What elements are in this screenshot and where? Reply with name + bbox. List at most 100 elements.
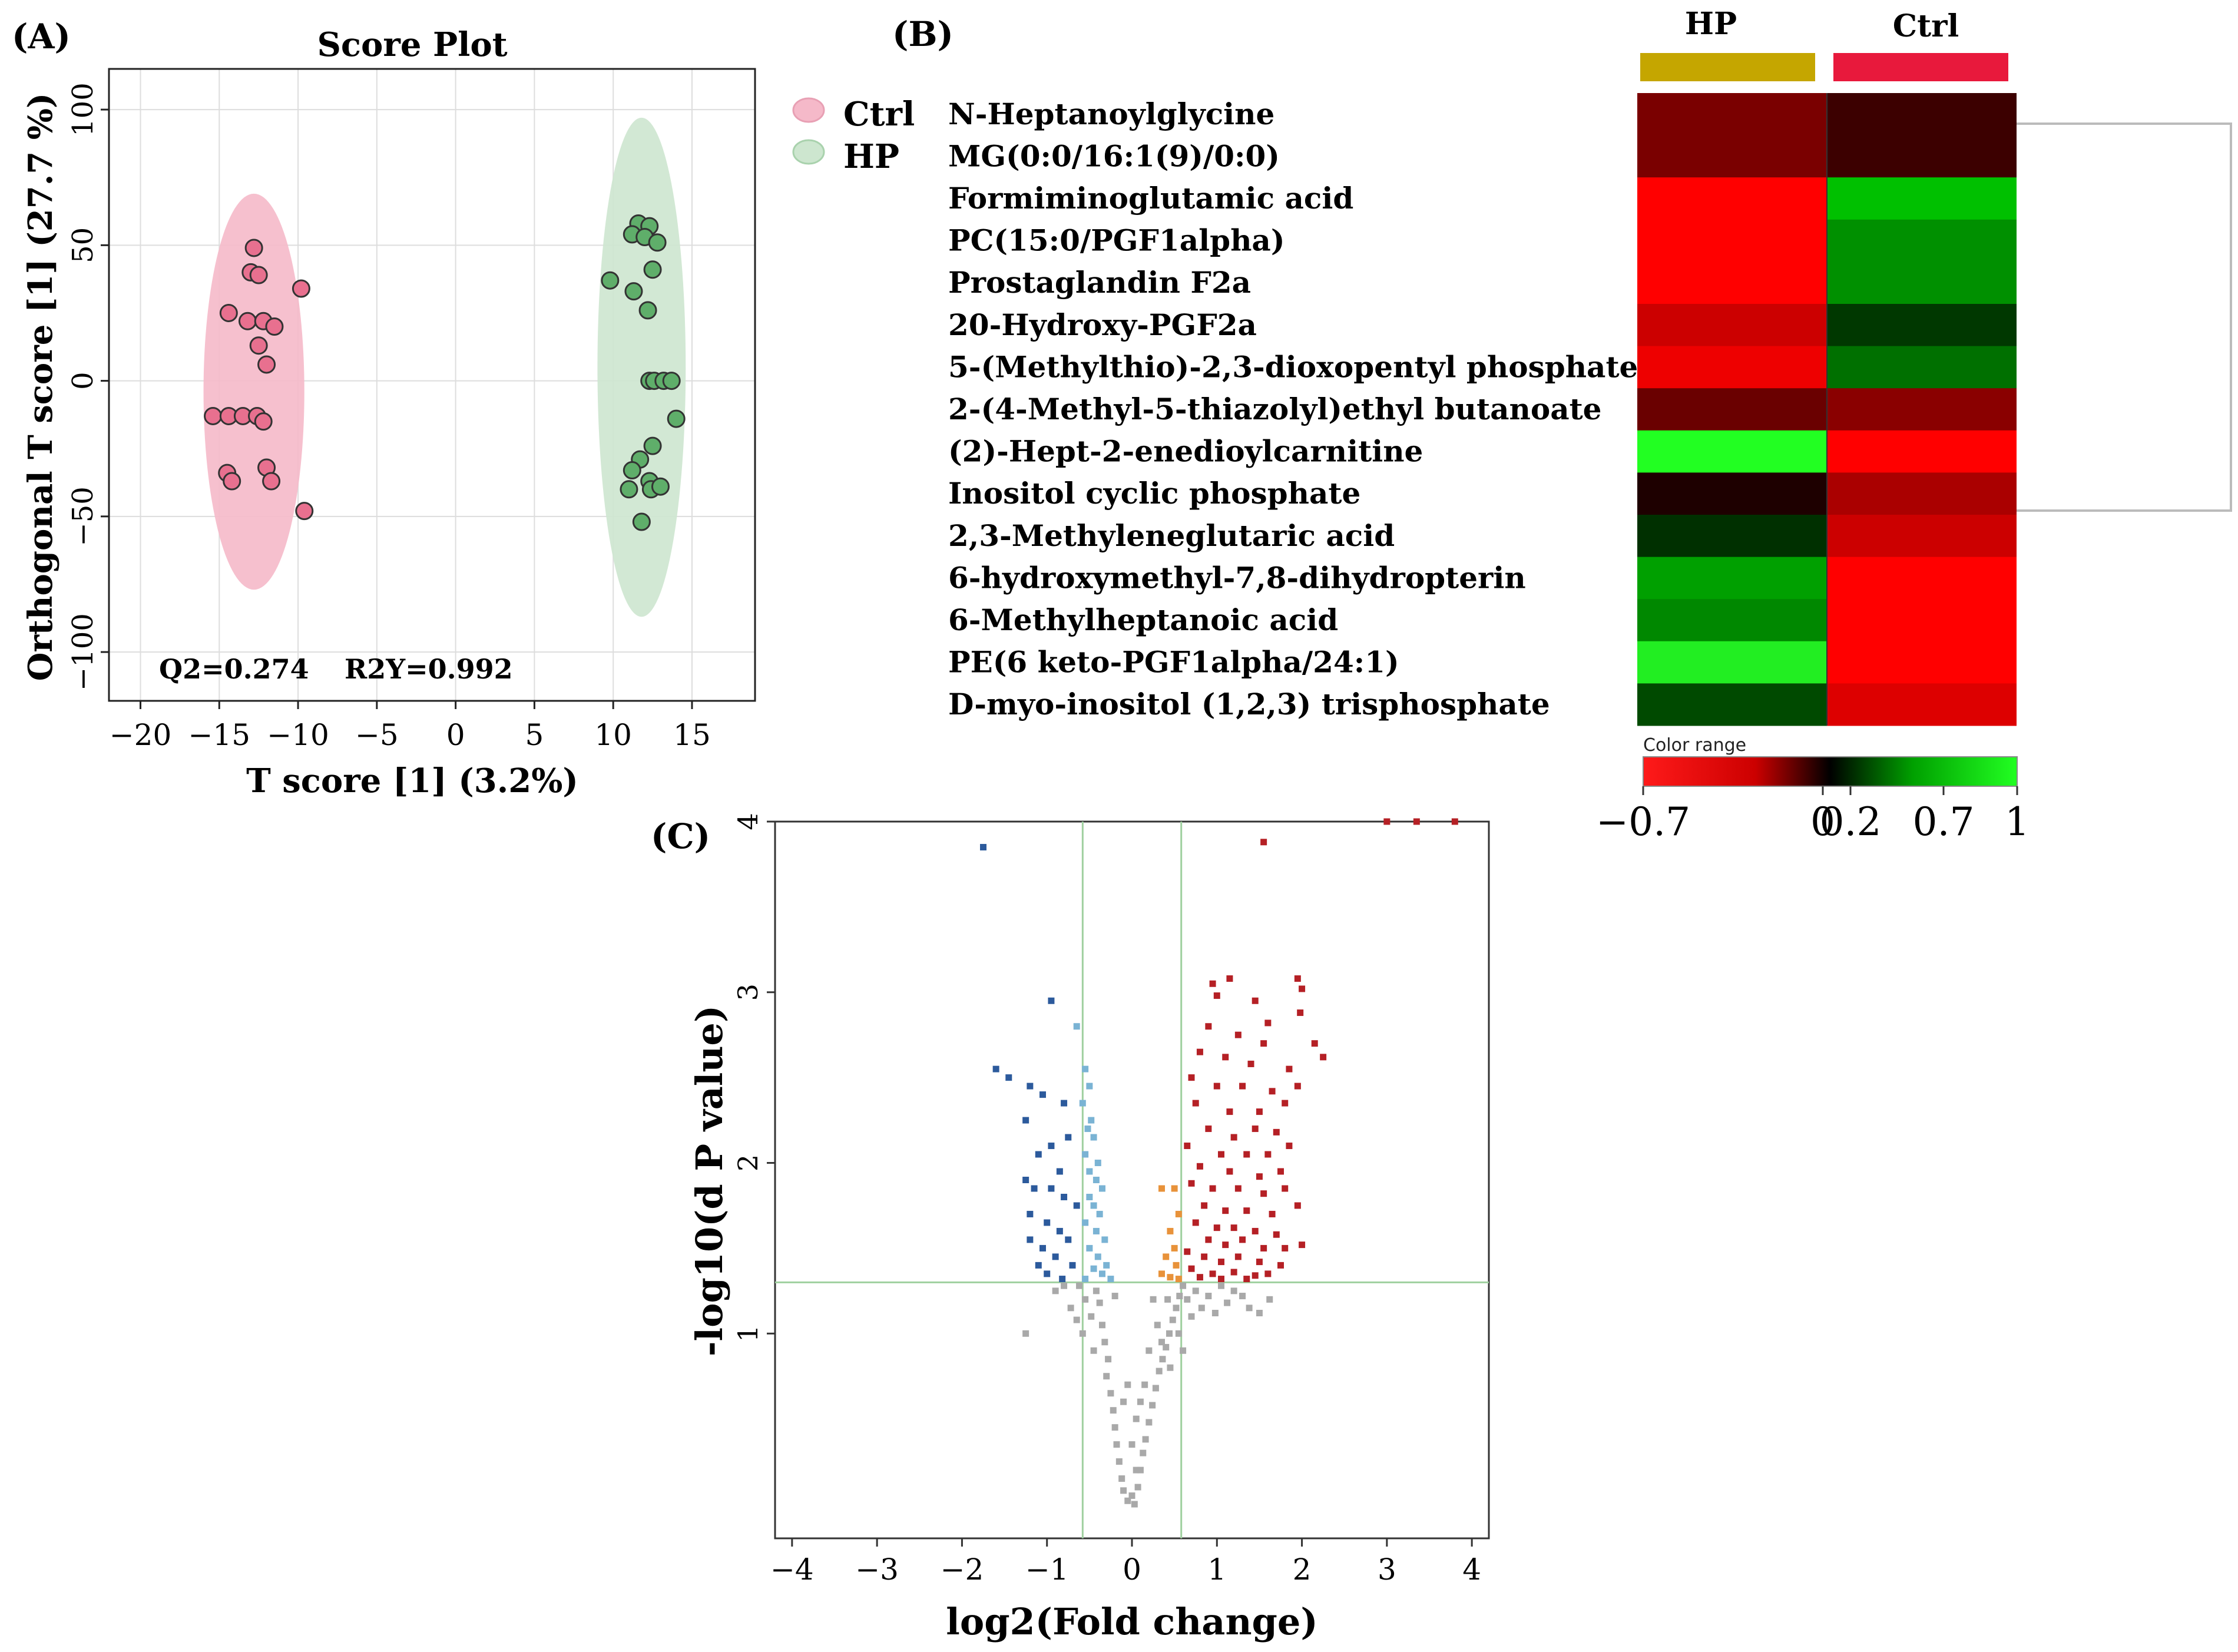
volcano-point-down-minor bbox=[1082, 1276, 1089, 1283]
volcano-point-ns bbox=[1110, 1407, 1117, 1414]
score-point-ctrl bbox=[265, 317, 284, 336]
heatmap-row-label: PE(6 keto-PGF1alpha/24:1) bbox=[948, 645, 1399, 680]
volcano-point-up bbox=[1286, 1143, 1293, 1150]
volcano-point-up bbox=[1192, 1100, 1199, 1107]
volcano-point-up bbox=[1273, 1128, 1280, 1135]
heatmap-cell-hp bbox=[1637, 557, 1827, 600]
volcano-point-up bbox=[1413, 818, 1420, 825]
volcano-point-ns bbox=[1152, 1385, 1159, 1392]
volcano-point-ns bbox=[1150, 1296, 1157, 1303]
volcano-point-ns bbox=[1141, 1381, 1148, 1388]
volcano-point-ns bbox=[1101, 1339, 1108, 1346]
volcano-point-up bbox=[1243, 1276, 1250, 1283]
volcano-point-ns bbox=[1111, 1293, 1118, 1300]
volcano-point-up bbox=[1252, 1272, 1259, 1279]
score-plot-xtick-label: 5 bbox=[525, 718, 544, 752]
volcano-point-down bbox=[1039, 1091, 1046, 1098]
volcano-point-ns bbox=[1082, 1296, 1089, 1303]
volcano-point-up-minor bbox=[1158, 1270, 1165, 1277]
heatmap-cell-ctrl bbox=[1827, 388, 2017, 431]
volcano-point-up bbox=[1196, 1048, 1203, 1055]
volcano-point-up bbox=[1311, 1040, 1318, 1047]
volcano-point-up bbox=[1256, 1259, 1263, 1266]
volcano-point-ns bbox=[1088, 1313, 1095, 1320]
legend-swatch-ctrl bbox=[792, 97, 825, 123]
volcano-point-ns bbox=[1176, 1293, 1183, 1300]
score-plot: Score Plot −20 −15 −10 −5 0 5 10 15−100−5005010… bbox=[21, 25, 915, 800]
volcano-point-up bbox=[1218, 1259, 1224, 1266]
volcano-point-up-minor bbox=[1175, 1276, 1182, 1283]
volcano-point-ns bbox=[1134, 1484, 1141, 1491]
volcano-point-ns bbox=[1090, 1347, 1097, 1354]
heatmap-row-label: N-Heptanoylglycine bbox=[948, 97, 1274, 131]
volcano-point-up bbox=[1205, 1125, 1212, 1133]
volcano-point-up bbox=[1260, 1244, 1267, 1252]
volcano-point-up bbox=[1188, 1074, 1195, 1081]
volcano-point-up bbox=[1294, 1202, 1301, 1209]
volcano-point-ns bbox=[1118, 1475, 1125, 1482]
volcano-point-up bbox=[1184, 1248, 1191, 1255]
volcano-point-ns bbox=[1175, 1330, 1182, 1337]
volcano-point-ns bbox=[1246, 1305, 1253, 1312]
volcano-point-ns bbox=[1133, 1415, 1140, 1422]
heatmap-cell-ctrl bbox=[1827, 219, 2017, 262]
score-point-hp bbox=[624, 282, 643, 301]
legend-label-hp: HP bbox=[843, 137, 899, 176]
heatmap-row-label: 5-(Methylthio)-2,3-dioxopentyl phosphate bbox=[948, 349, 1638, 384]
volcano-xtick-label: −3 bbox=[855, 1552, 899, 1587]
heatmap-cell-hp bbox=[1637, 683, 1827, 726]
volcano-point-ns bbox=[1169, 1316, 1176, 1323]
heatmap-cell-hp bbox=[1637, 388, 1827, 431]
score-plot-xtick-label: −5 bbox=[355, 718, 399, 752]
volcano-point-ns bbox=[1137, 1398, 1144, 1405]
heatmap-cell-ctrl bbox=[1827, 93, 2017, 136]
volcano-point-ns bbox=[1173, 1305, 1180, 1312]
heatmap-cell-ctrl bbox=[1827, 472, 2017, 515]
heatmap-group-bar-hp bbox=[1640, 53, 1815, 81]
volcano-point-up bbox=[1205, 1236, 1212, 1243]
volcano-point-up bbox=[1188, 1180, 1195, 1187]
volcano-point-up-minor bbox=[1175, 1210, 1182, 1217]
volcano-point-down-minor bbox=[1103, 1262, 1110, 1269]
score-plot-xtick-label: −15 bbox=[188, 718, 251, 752]
volcano-point-ns bbox=[1067, 1305, 1074, 1312]
volcano-point-ns bbox=[1073, 1316, 1080, 1323]
volcano-point-up bbox=[1282, 1100, 1289, 1107]
volcano-point-down bbox=[1048, 1185, 1055, 1192]
volcano-point-up bbox=[1282, 1244, 1289, 1252]
heatmap-dendrogram bbox=[2017, 123, 2232, 512]
volcano-point-ns bbox=[1096, 1299, 1103, 1306]
volcano-point-up-minor bbox=[1167, 1274, 1174, 1281]
volcano-point-up bbox=[1222, 1054, 1229, 1061]
volcano-point-ns bbox=[1198, 1305, 1205, 1312]
volcano-point-ns bbox=[1115, 1458, 1123, 1465]
volcano-points bbox=[980, 818, 1458, 1508]
score-plot-ellipse-hp bbox=[597, 117, 686, 617]
score-plot-legend: Ctrl HP bbox=[792, 95, 915, 176]
volcano-point-ns bbox=[1184, 1296, 1191, 1303]
volcano-point-ns bbox=[1166, 1330, 1173, 1337]
volcano-point-down bbox=[1031, 1185, 1038, 1192]
volcano-point-up-minor bbox=[1167, 1227, 1174, 1234]
volcano-point-up bbox=[1299, 985, 1306, 992]
heatmap-cell-ctrl bbox=[1827, 135, 2017, 178]
volcano-point-down bbox=[1039, 1244, 1046, 1252]
volcano-point-up bbox=[1213, 992, 1220, 999]
volcano-point-down-minor bbox=[1099, 1185, 1105, 1192]
volcano-point-ns bbox=[1256, 1310, 1263, 1317]
volcano-point-down bbox=[1048, 1143, 1055, 1150]
heatmap-cell-hp bbox=[1637, 515, 1827, 558]
volcano-point-down bbox=[1065, 1134, 1072, 1141]
heatmap-col-label-ctrl: Ctrl bbox=[1893, 8, 1959, 44]
volcano-point-down bbox=[1061, 1100, 1068, 1107]
volcano-point-ns bbox=[1149, 1402, 1156, 1409]
volcano-point-up bbox=[1230, 1224, 1237, 1231]
score-plot-ytick-label: −100 bbox=[67, 613, 100, 691]
score-plot-xtick-label: 10 bbox=[594, 718, 632, 752]
volcano-xtick-label: 3 bbox=[1378, 1552, 1396, 1587]
heatmap-row-label: 6-Methylheptanoic acid bbox=[948, 602, 1338, 637]
volcano-point-up bbox=[1218, 1151, 1224, 1158]
volcano-point-ns bbox=[1218, 1282, 1224, 1289]
volcano-xtick-label: 0 bbox=[1123, 1552, 1141, 1587]
volcano-point-up bbox=[1252, 1125, 1259, 1133]
